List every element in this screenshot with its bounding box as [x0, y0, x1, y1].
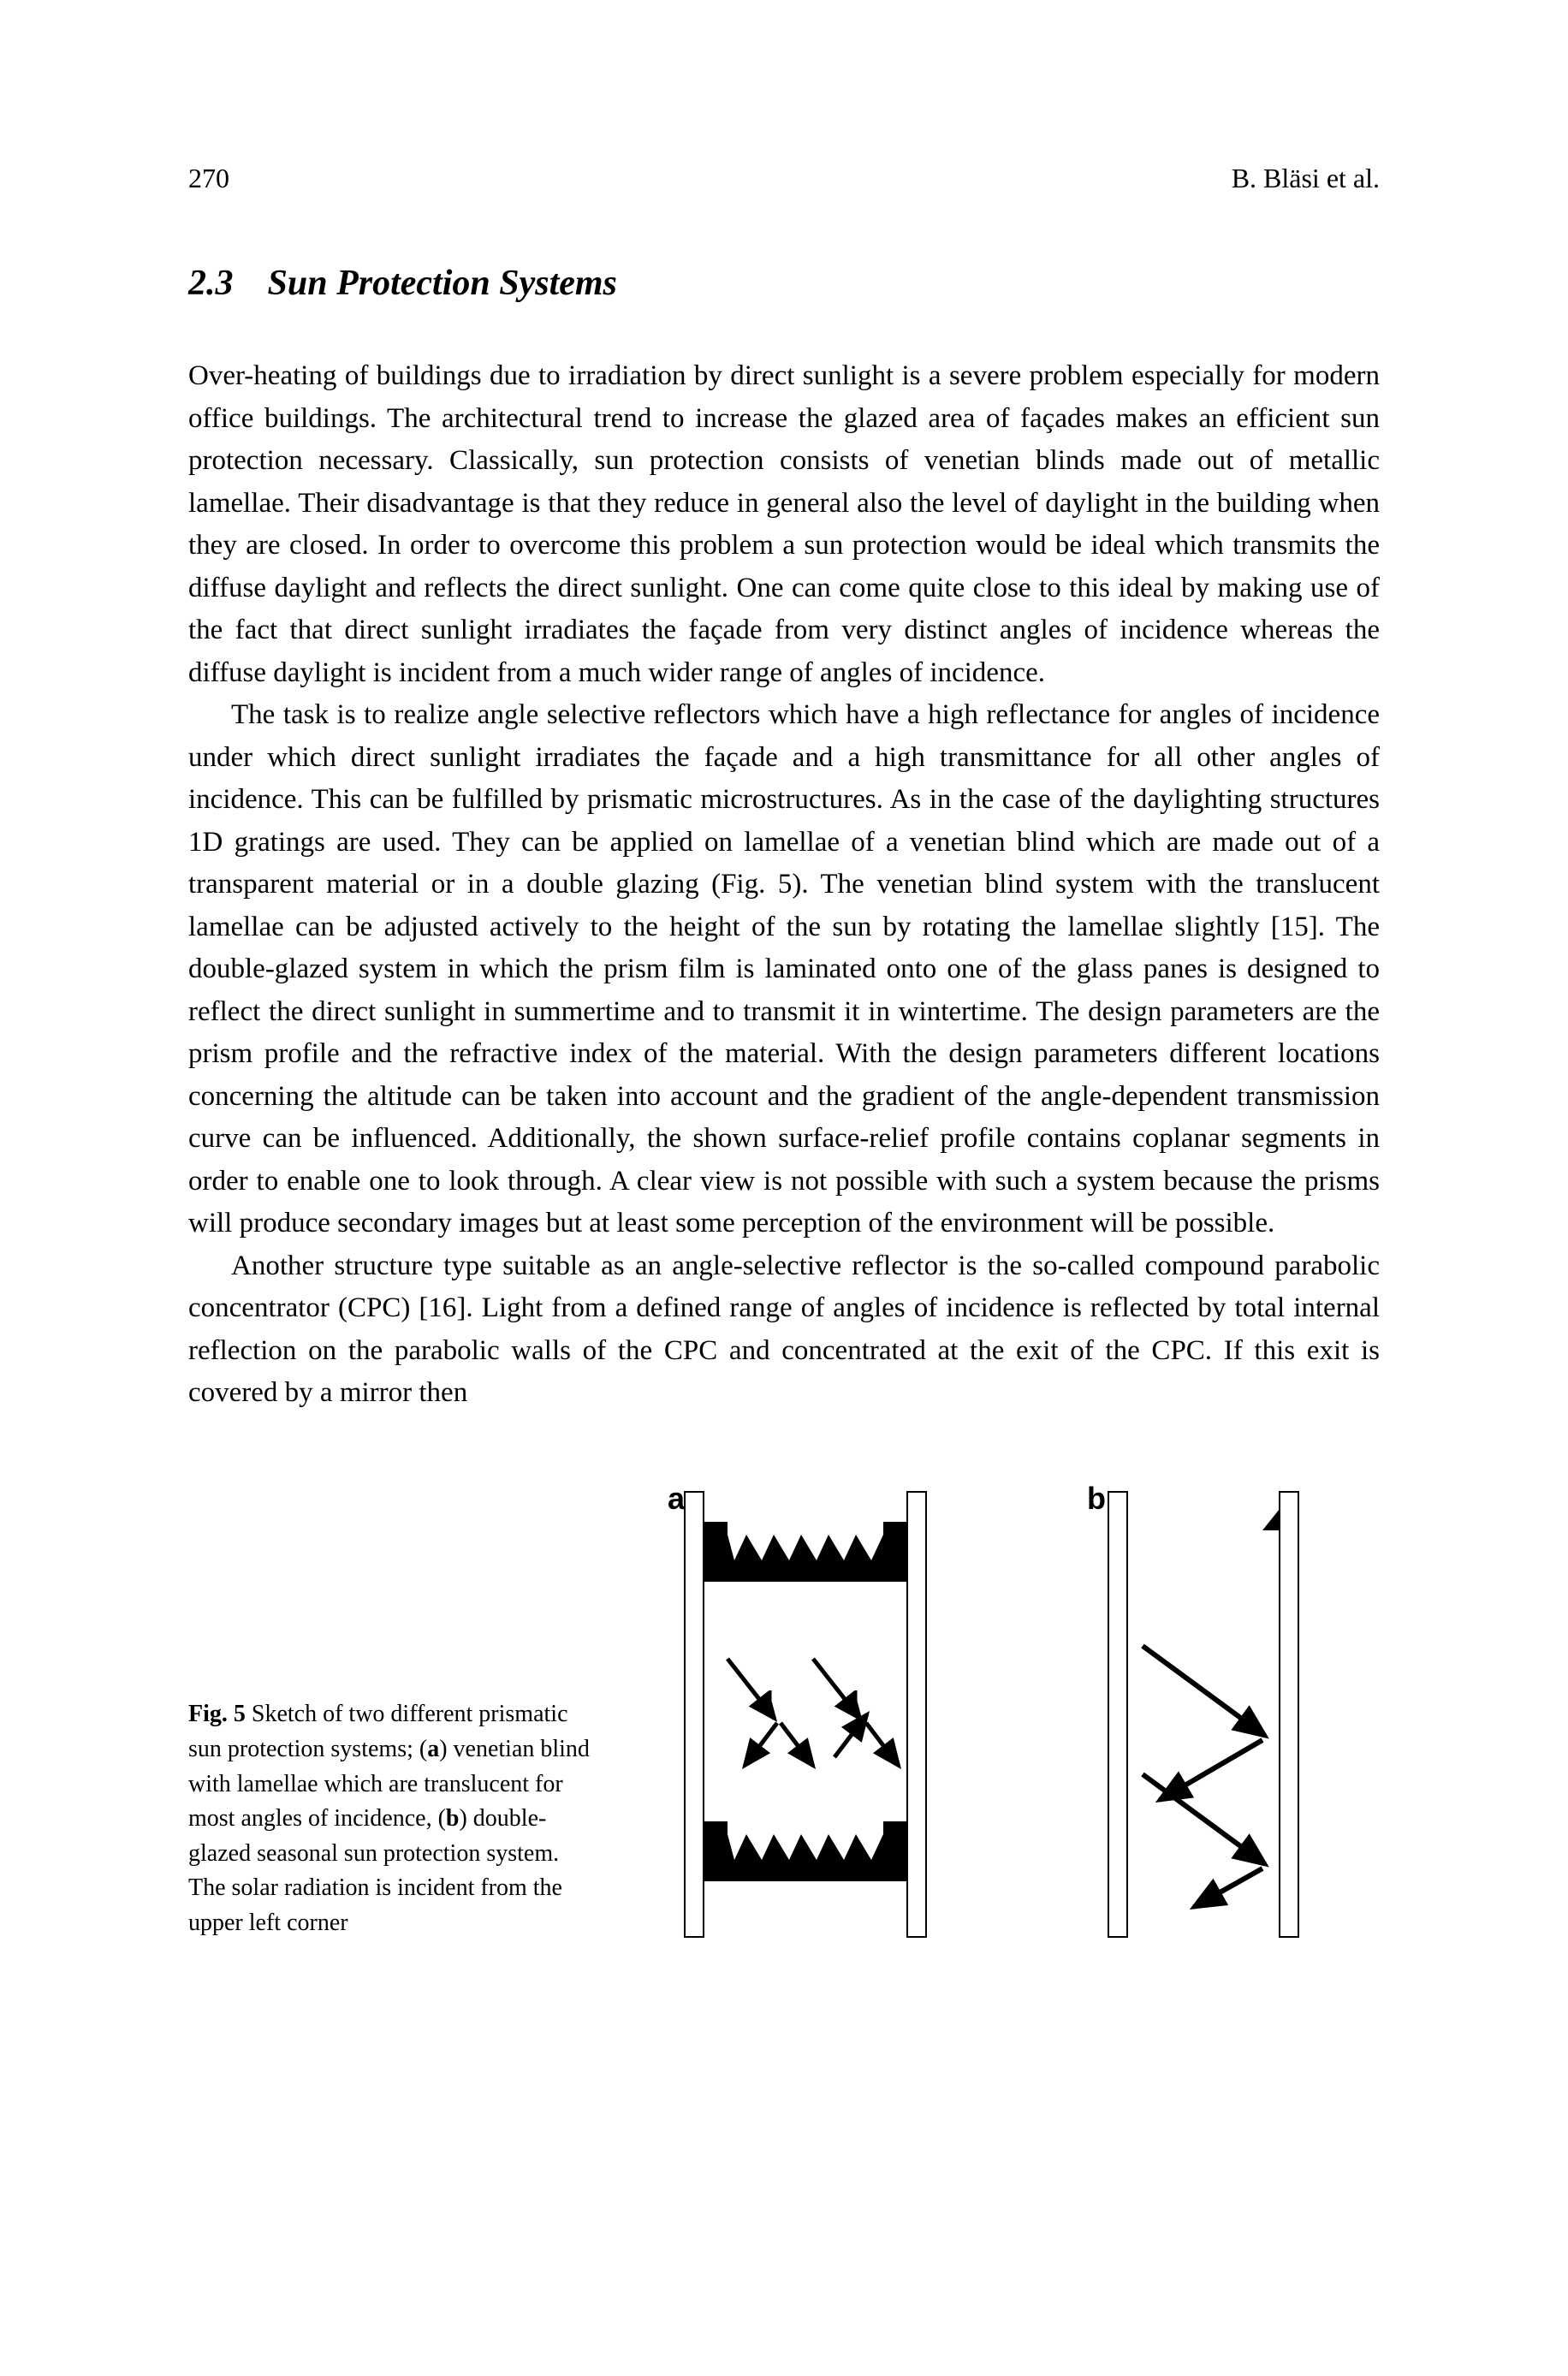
figure-label: Fig. 5 — [188, 1701, 246, 1727]
section-heading: 2.3 Sun Protection Systems — [188, 263, 1380, 304]
panel-a-label: a — [668, 1483, 686, 1516]
page-number: 270 — [188, 163, 229, 194]
paragraph-1: Over-heating of buildings due to irradia… — [188, 355, 1380, 694]
paragraph-2: The task is to realize angle selective r… — [188, 694, 1380, 1245]
figure-sublabel-a: a — [427, 1736, 439, 1762]
section-number: 2.3 — [188, 263, 234, 304]
figure-5: Fig. 5 Sketch of two different prismatic… — [188, 1483, 1380, 1950]
running-head: B. Bläsi et al. — [1232, 163, 1380, 194]
section-title: Sun Protection Systems — [268, 264, 617, 303]
figure-diagram: a — [633, 1483, 1380, 1950]
paragraph-3: Another structure type suitable as an an… — [188, 1245, 1380, 1415]
panel-b-label: b — [1087, 1483, 1106, 1516]
figure-sublabel-b: b — [446, 1805, 460, 1832]
figure-caption: Fig. 5 Sketch of two different prismatic… — [188, 1697, 599, 1949]
panel-a-diagram — [685, 1492, 926, 1937]
panel-b-diagram — [1108, 1492, 1298, 1937]
page-header: 270 B. Bläsi et al. — [188, 163, 1380, 194]
